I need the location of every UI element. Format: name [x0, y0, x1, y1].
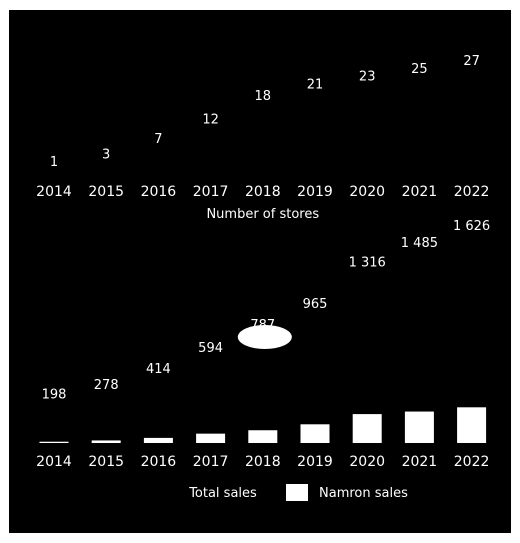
growth-badge-label: +29% — [244, 331, 286, 346]
chart-canvas: 1 3 7 12 18 21 23 25 27 2014 2015 2016 2017 2018 2019 2… — [36, 54, 490, 501]
legend-swatch-namron-sales — [286, 484, 308, 501]
stores-x-tick-2016: 2016 — [141, 184, 177, 200]
stores-x-tick-2018: 2018 — [245, 184, 281, 200]
stores-value-label-2020: 23 — [359, 70, 376, 85]
stores-value-label-2022: 27 — [463, 54, 480, 69]
sales-x-tick-2015: 2015 — [88, 454, 124, 470]
namron-sales-bar-2018 — [248, 430, 278, 443]
namron-sales-bar-2015 — [91, 440, 121, 443]
namron-sales-bar-2022 — [457, 407, 487, 443]
stores-x-axis-label: Number of stores — [206, 207, 319, 222]
stores-x-tick-2019: 2019 — [297, 184, 333, 200]
total-sales-value-label-2021: 1 485 — [401, 236, 438, 251]
legend-label-namron-sales: Namron sales — [319, 486, 408, 501]
stores-value-label-2015: 3 — [102, 147, 110, 162]
stores-x-tick-2020: 2020 — [349, 184, 385, 200]
sales-x-tick-2019: 2019 — [297, 454, 333, 470]
stores-value-label-2014: 1 — [50, 155, 58, 170]
sales-x-tick-2016: 2016 — [141, 454, 177, 470]
namron-sales-bar-2017 — [196, 433, 226, 443]
namron-sales-bar-2020 — [352, 414, 382, 443]
sales-x-tick-2014: 2014 — [36, 454, 72, 470]
stores-value-label-2017: 12 — [202, 112, 219, 127]
sales-x-tick-2018: 2018 — [245, 454, 281, 470]
legend-label-total-sales: Total sales — [188, 486, 257, 501]
stores-x-tick-2017: 2017 — [193, 184, 229, 200]
stores-x-tick-2021: 2021 — [402, 184, 438, 200]
total-sales-value-label-2022: 1 626 — [453, 219, 490, 234]
stores-value-label-2019: 21 — [307, 77, 324, 92]
growth-badge — [237, 325, 292, 349]
stores-value-label-2021: 25 — [411, 62, 428, 77]
sales-x-tick-2017: 2017 — [193, 454, 229, 470]
chart-figure: 1 3 7 12 18 21 23 25 27 2014 2015 2016 2017 2018 2019 2… — [9, 10, 511, 533]
stores-value-label-2016: 7 — [154, 132, 162, 147]
namron-sales-bar-2021 — [404, 411, 434, 443]
namron-sales-bar-2016 — [143, 437, 173, 443]
stores-x-tick-2022: 2022 — [454, 184, 490, 200]
total-sales-value-label-2017: 594 — [198, 341, 223, 356]
total-sales-value-label-2016: 414 — [146, 362, 171, 377]
total-sales-value-label-2020: 1 316 — [349, 256, 386, 271]
total-sales-value-label-2015: 278 — [94, 378, 119, 393]
stores-x-tick-2015: 2015 — [88, 184, 124, 200]
total-sales-value-label-2014: 198 — [42, 388, 67, 403]
stores-x-tick-2014: 2014 — [36, 184, 72, 200]
sales-x-tick-2021: 2021 — [402, 454, 438, 470]
namron-sales-bar-2019 — [300, 424, 330, 443]
sales-x-tick-2020: 2020 — [349, 454, 385, 470]
sales-x-tick-2022: 2022 — [454, 454, 490, 470]
stores-value-label-2018: 18 — [255, 89, 272, 104]
namron-sales-bar-2014 — [39, 441, 69, 443]
total-sales-value-label-2019: 965 — [303, 297, 328, 312]
